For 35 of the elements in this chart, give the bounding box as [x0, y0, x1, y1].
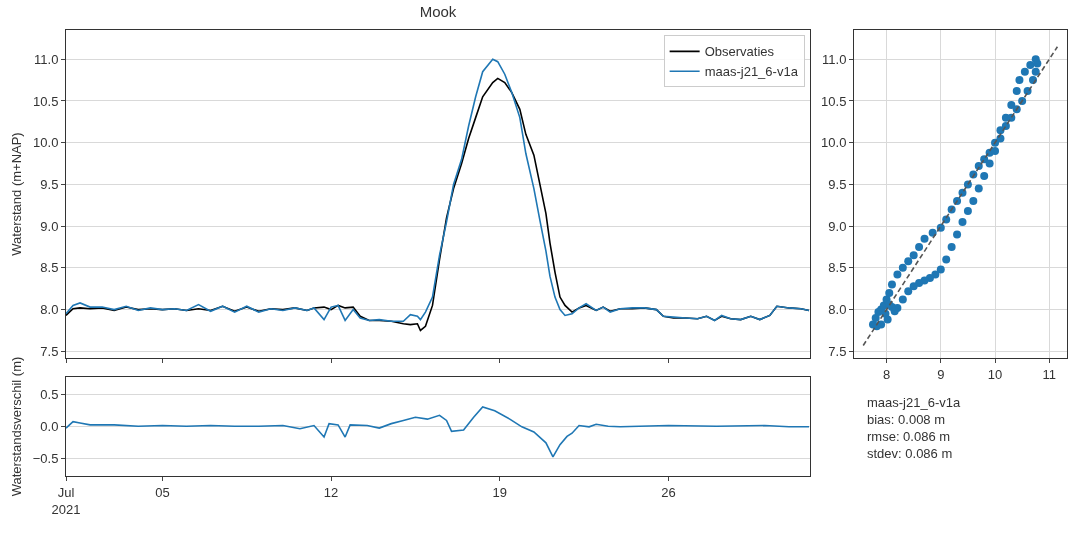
y-axis-title: Waterstand (m+NAP): [9, 132, 25, 256]
chart-title: Mook: [419, 3, 457, 21]
x-tick-label: 19: [492, 484, 507, 500]
y-tick-label: 10.5: [821, 93, 847, 109]
y-tick-label: 0.0: [40, 419, 59, 435]
y-tick-label: 11.0: [34, 51, 59, 67]
legend-label: Observaties: [704, 44, 775, 60]
y-tick-label: 8.0: [828, 302, 847, 318]
y-tick-label: −0.5: [32, 451, 59, 467]
y-axis-title: Waterstandsverschil (m): [8, 356, 24, 497]
y-tick-label: 9.0: [40, 218, 59, 234]
text: maas-j21_6-v1a bias: 0.008 m rmse: 0.086 m stdev: 0.086 m: [867, 395, 961, 461]
y-tick-label: 10.5: [33, 93, 59, 109]
line-series: [66, 406, 810, 458]
y-tick-label: 9.5: [828, 176, 847, 192]
y-tick-label: 0.5: [40, 387, 59, 403]
x-tick-label: 12: [323, 484, 339, 500]
y-tick-label: 9.0: [828, 218, 847, 234]
x-tick-label: 05: [155, 484, 170, 500]
y-tick-label: 9.5: [40, 176, 59, 192]
x-tick-label: Jul 2021: [51, 484, 81, 517]
y-tick-label: 8.5: [40, 260, 59, 276]
y-tick-label: 7.5: [40, 343, 59, 359]
y-tick-label: 10.0: [33, 135, 59, 151]
y-tick-label: 11.0: [822, 51, 847, 67]
legend-label: maas-j21_6-v1a: [704, 64, 799, 80]
y-tick-label: 7.5: [828, 343, 847, 359]
y-tick-label: 10.0: [821, 135, 847, 151]
y-tick-label: 8.0: [40, 302, 59, 318]
x-tick-label: 9: [937, 366, 945, 382]
y-tick-label: 8.5: [828, 260, 847, 276]
x-tick-label: 26: [661, 484, 676, 500]
x-tick-label: 11: [1042, 366, 1057, 382]
x-tick-label: 8: [882, 366, 891, 382]
x-tick-label: 10: [987, 366, 1003, 382]
